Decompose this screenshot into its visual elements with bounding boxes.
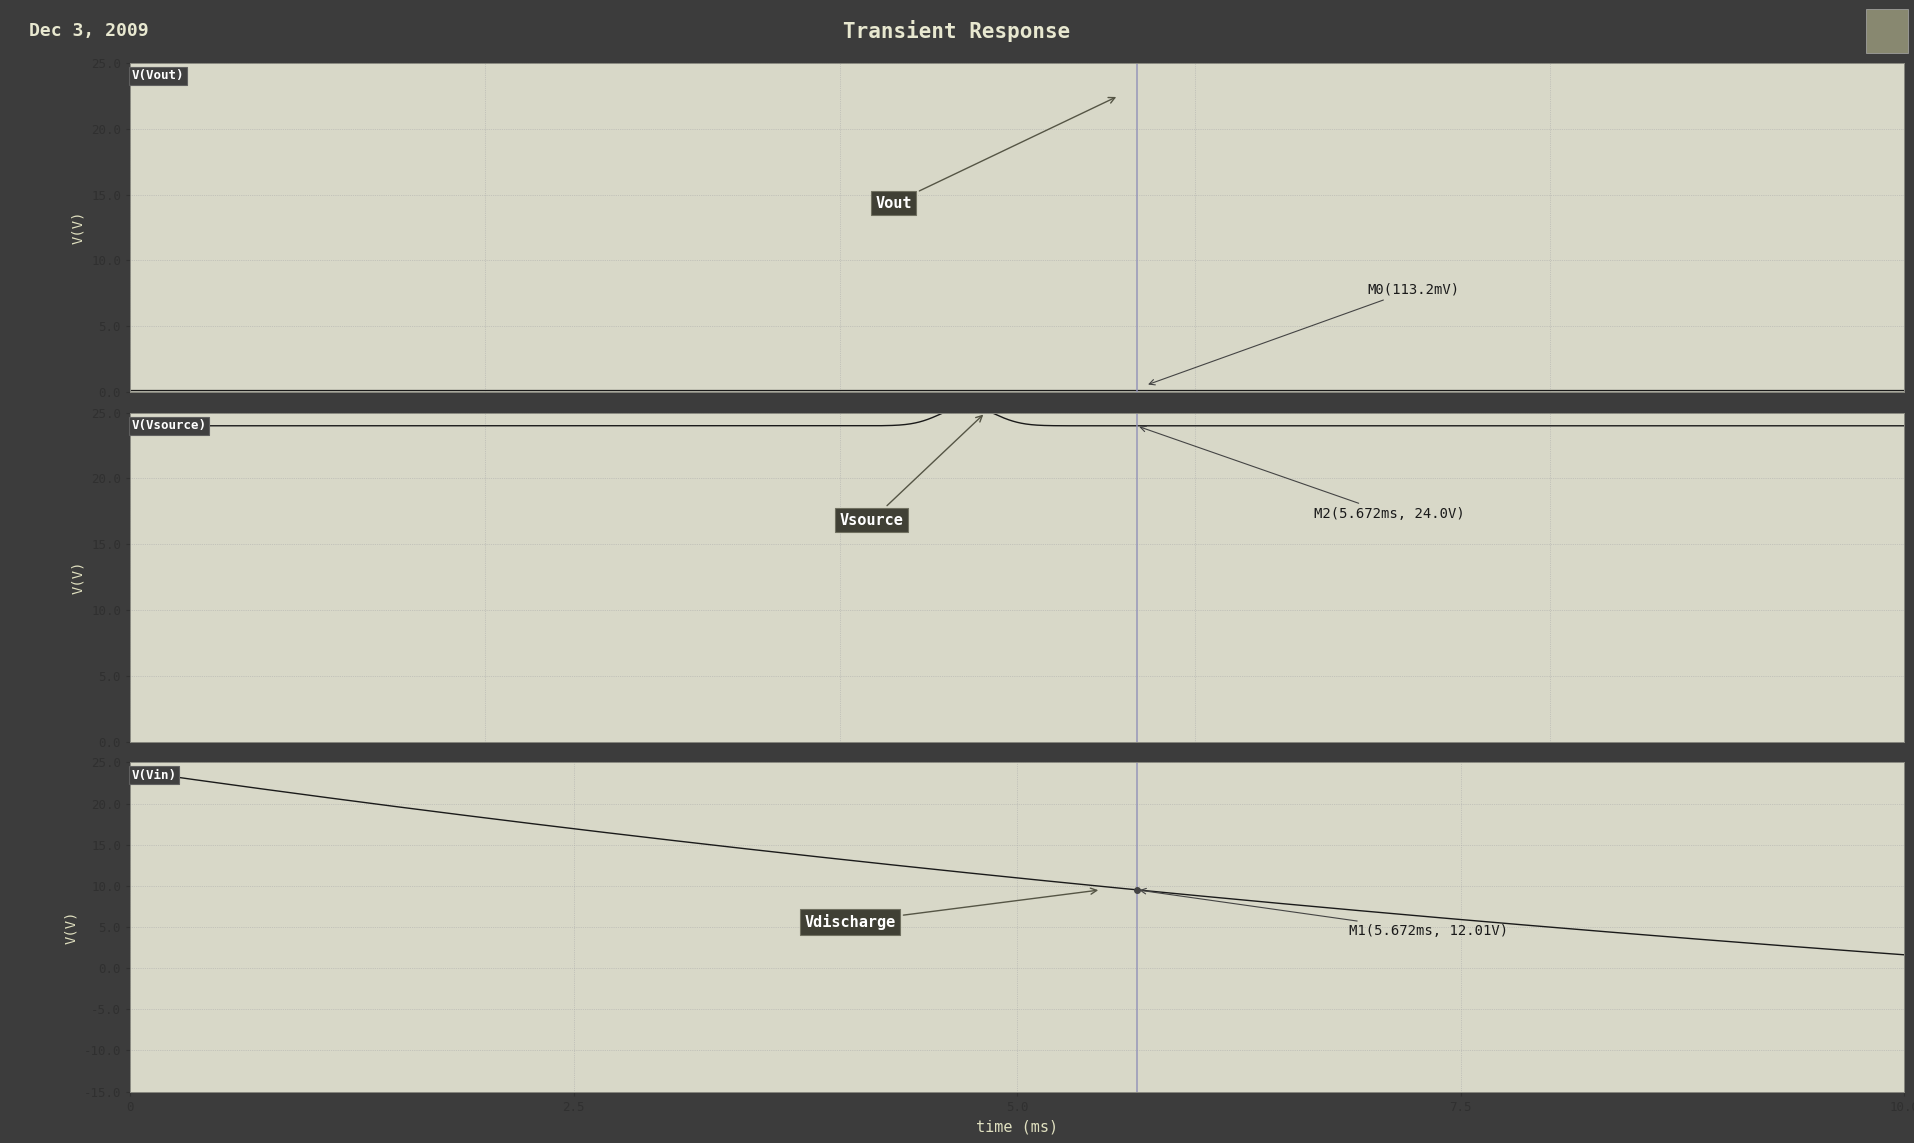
- Text: M0(113.2mV): M0(113.2mV): [1148, 282, 1458, 385]
- Y-axis label: V(V): V(V): [63, 910, 78, 944]
- Text: Transient Response: Transient Response: [844, 21, 1070, 42]
- Text: Vsource: Vsource: [840, 416, 982, 528]
- Y-axis label: V(V): V(V): [71, 210, 86, 245]
- Text: V(Vout): V(Vout): [132, 70, 184, 82]
- Text: Vdischarge: Vdischarge: [804, 888, 1097, 930]
- Text: V(Vsource): V(Vsource): [132, 419, 207, 432]
- X-axis label: time (ms): time (ms): [976, 1119, 1058, 1134]
- Text: V(Vin): V(Vin): [132, 769, 176, 782]
- Y-axis label: V(V): V(V): [71, 560, 86, 594]
- Text: M1(5.672ms, 12.01V): M1(5.672ms, 12.01V): [1141, 888, 1508, 938]
- Text: M2(5.672ms, 24.0V): M2(5.672ms, 24.0V): [1141, 426, 1464, 521]
- Text: Vout: Vout: [875, 97, 1114, 210]
- Text: Dec 3, 2009: Dec 3, 2009: [29, 23, 149, 40]
- Bar: [1866, 9, 1908, 54]
